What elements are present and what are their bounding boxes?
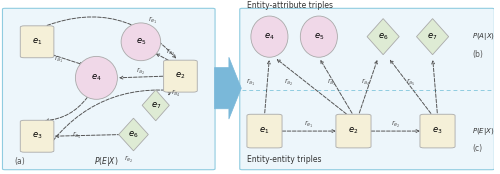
- Text: $r_{a_5}$: $r_{a_5}$: [406, 77, 416, 88]
- Text: $r_{a_4}$: $r_{a_4}$: [361, 77, 370, 88]
- Text: $e_7$: $e_7$: [428, 31, 438, 42]
- Text: $e_1$: $e_1$: [260, 126, 270, 136]
- Text: $P(E|X)$: $P(E|X)$: [94, 155, 118, 168]
- Text: $e_4$: $e_4$: [264, 31, 274, 42]
- FancyBboxPatch shape: [20, 120, 54, 152]
- FancyBboxPatch shape: [240, 8, 494, 170]
- Text: $r_{e_1}$: $r_{e_1}$: [304, 119, 314, 130]
- Text: $r_{e_1}$: $r_{e_1}$: [148, 15, 158, 26]
- FancyBboxPatch shape: [420, 114, 455, 148]
- Text: $r_{a_1}$: $r_{a_1}$: [54, 54, 64, 65]
- Text: $e_4$: $e_4$: [91, 73, 102, 83]
- Text: (b): (b): [472, 50, 483, 59]
- FancyBboxPatch shape: [336, 114, 371, 148]
- Text: $r_{a_4}$: $r_{a_4}$: [170, 88, 180, 99]
- Polygon shape: [416, 19, 448, 55]
- Text: $P(A|X)$: $P(A|X)$: [472, 31, 495, 42]
- Text: $r_{e_2}$: $r_{e_2}$: [124, 154, 134, 165]
- Text: $e_3$: $e_3$: [432, 126, 443, 136]
- Text: (c): (c): [472, 144, 482, 153]
- Text: Entity-attribute triples: Entity-attribute triples: [247, 1, 333, 10]
- Text: $e_2$: $e_2$: [348, 126, 358, 136]
- Ellipse shape: [121, 23, 160, 61]
- Text: $r_{a_1}$: $r_{a_1}$: [246, 77, 256, 88]
- Text: Entity-entity triples: Entity-entity triples: [247, 155, 322, 164]
- Text: $r_{a_5}$: $r_{a_5}$: [72, 130, 82, 141]
- FancyBboxPatch shape: [247, 114, 282, 148]
- Polygon shape: [142, 90, 170, 121]
- Ellipse shape: [300, 16, 338, 57]
- Text: $P(E|X)$: $P(E|X)$: [472, 126, 495, 137]
- FancyBboxPatch shape: [2, 8, 215, 170]
- Text: $e_5$: $e_5$: [136, 37, 146, 47]
- Text: $e_2$: $e_2$: [176, 71, 186, 81]
- FancyBboxPatch shape: [164, 60, 198, 92]
- Text: $r_{a_3}$: $r_{a_3}$: [166, 48, 175, 58]
- Text: (a): (a): [15, 157, 26, 166]
- Polygon shape: [367, 19, 399, 55]
- Text: $e_6$: $e_6$: [128, 129, 138, 140]
- Text: $r_{a_3}$: $r_{a_3}$: [328, 77, 337, 88]
- Text: $e_7$: $e_7$: [150, 100, 161, 110]
- Polygon shape: [214, 57, 242, 119]
- Text: $r_{e_2}$: $r_{e_2}$: [390, 119, 400, 130]
- Text: $r_{a_2}$: $r_{a_2}$: [284, 77, 294, 88]
- Polygon shape: [118, 118, 148, 151]
- Ellipse shape: [76, 56, 118, 99]
- Text: $e_5$: $e_5$: [314, 31, 324, 42]
- FancyBboxPatch shape: [20, 26, 54, 58]
- Text: $e_6$: $e_6$: [378, 31, 388, 42]
- Text: $e_1$: $e_1$: [32, 37, 42, 47]
- Text: $r_{a_2}$: $r_{a_2}$: [136, 65, 145, 77]
- Text: $e_3$: $e_3$: [32, 131, 42, 141]
- Ellipse shape: [251, 16, 288, 57]
